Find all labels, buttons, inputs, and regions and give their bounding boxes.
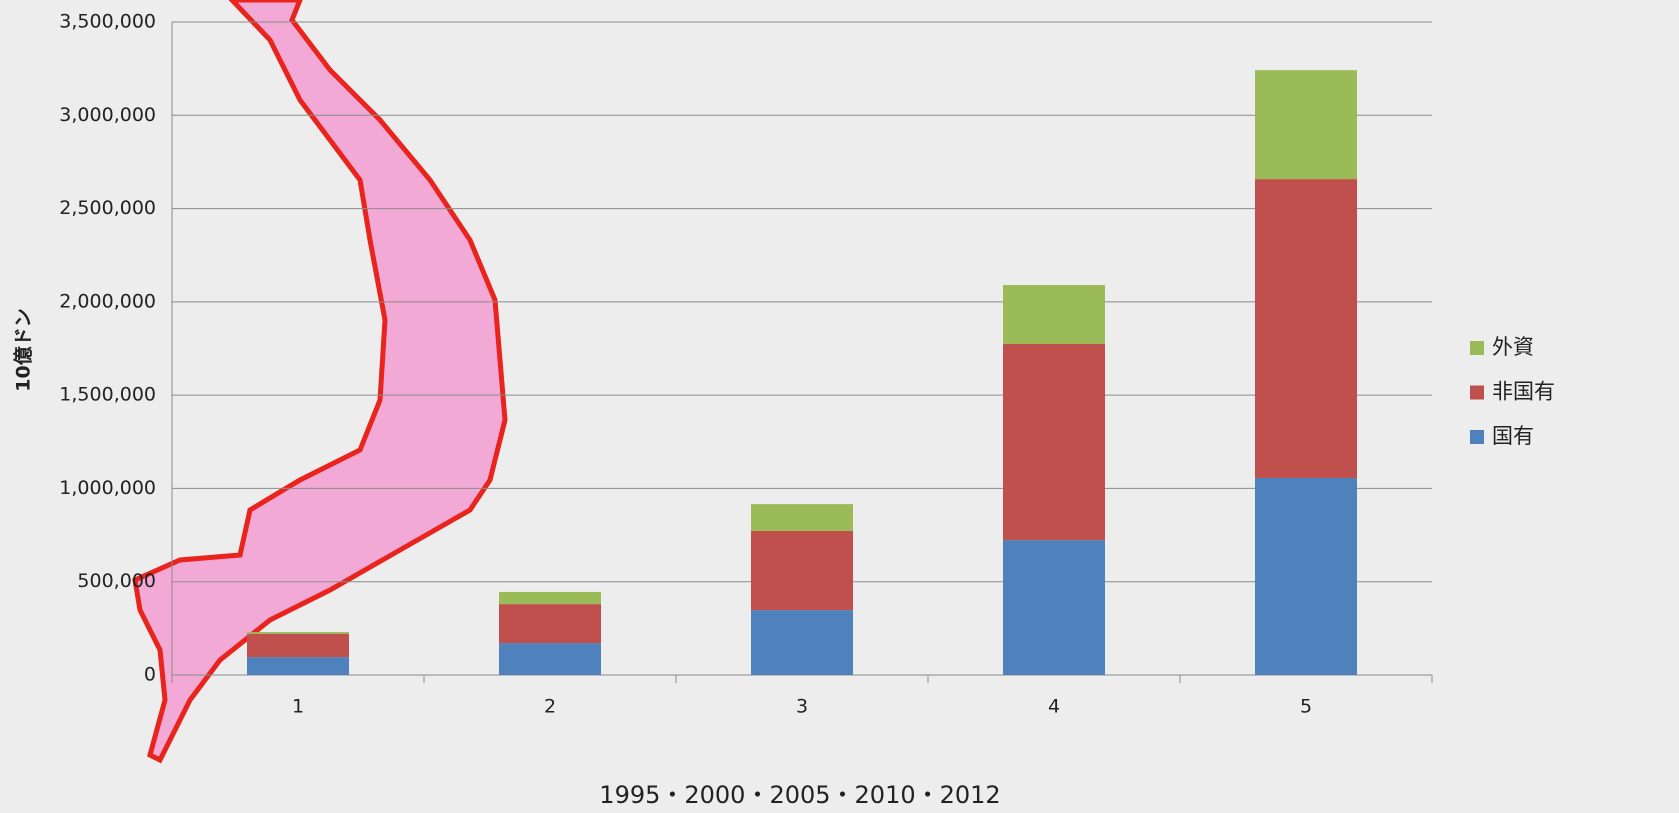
y-tick-label: 3,500,000: [59, 11, 156, 33]
bar-segment: [247, 633, 349, 658]
legend-swatch: [1470, 341, 1484, 355]
bar-segment: [751, 504, 853, 531]
x-tick-label: 1: [292, 696, 304, 718]
y-tick-label: 2,500,000: [59, 197, 156, 219]
bar-segment: [1255, 70, 1357, 180]
bar-segment: [751, 610, 853, 675]
bar-segment: [499, 643, 601, 675]
bar-segment: [499, 604, 601, 644]
legend-swatch: [1470, 385, 1484, 400]
y-tick-label: 2,000,000: [59, 290, 156, 312]
legend-label: 外資: [1492, 335, 1534, 359]
legend-swatch: [1470, 430, 1484, 444]
legend-label: 国有: [1492, 424, 1534, 448]
y-tick-label: 1,000,000: [59, 477, 156, 499]
bar-segment: [1003, 285, 1105, 345]
bar-segment: [1003, 344, 1105, 541]
bar-segment: [1255, 477, 1357, 675]
bar-segment: [247, 657, 349, 675]
map-drawing: [132, 0, 508, 764]
bar-segment: [751, 530, 853, 611]
bar-segment: [499, 591, 601, 605]
y-tick-label: 0: [144, 664, 156, 686]
x-tick-label: 3: [796, 696, 808, 718]
y-tick-label: 3,000,000: [59, 104, 156, 126]
x-axis-title: 1995・2000・2005・2010・2012: [599, 781, 1000, 809]
legend-label: 非国有: [1492, 380, 1555, 404]
x-tick-label: 4: [1048, 696, 1060, 718]
y-tick-label: 500,000: [77, 570, 156, 592]
x-tick-label: 5: [1300, 696, 1312, 718]
bar-segment: [1255, 179, 1357, 478]
y-axis-title: 10億ドン: [12, 308, 35, 391]
bar-segment: [247, 632, 349, 634]
bar-segment: [1003, 540, 1105, 675]
y-tick-label: 1,500,000: [59, 384, 156, 406]
x-tick-label: 2: [544, 696, 556, 718]
